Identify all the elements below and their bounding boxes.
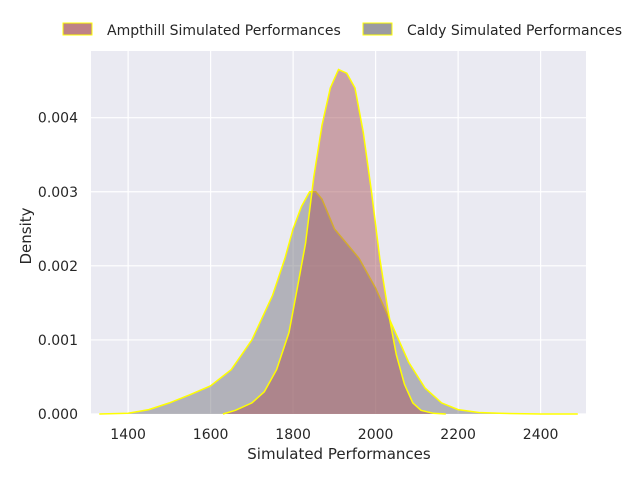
x-tick-label: 1600 — [193, 427, 229, 443]
legend-swatch — [362, 22, 393, 36]
y-tick-label: 0.001 — [38, 333, 78, 349]
y-tick-labels: 0.000 0.001 0.002 0.003 0.004 — [38, 111, 78, 423]
legend-label: Ampthill Simulated Performances — [107, 23, 341, 39]
legend-label: Caldy Simulated Performances — [407, 23, 622, 39]
y-tick-label: 0.002 — [38, 259, 78, 275]
y-tick-label: 0.003 — [38, 185, 78, 201]
density-line-1 — [222, 68, 446, 415]
y-axis-label: Density — [17, 207, 35, 264]
x-tick-label: 2400 — [523, 427, 559, 443]
legend-swatch — [62, 22, 93, 36]
x-tick-label: 1400 — [110, 427, 146, 443]
y-tick-label: 0.004 — [38, 111, 78, 127]
density-areas — [99, 68, 578, 415]
x-tick-label: 2000 — [358, 427, 394, 443]
legend: Ampthill Simulated Performances Caldy Sim… — [62, 22, 622, 39]
x-axis-label: Simulated Performances — [247, 445, 431, 463]
x-tick-label: 1800 — [275, 427, 311, 443]
x-tick-labels: 1400 1600 1800 2000 2200 2400 — [110, 427, 558, 443]
density-fill-1 — [223, 69, 446, 414]
y-tick-label: 0.000 — [38, 407, 78, 423]
x-tick-label: 2200 — [440, 427, 476, 443]
